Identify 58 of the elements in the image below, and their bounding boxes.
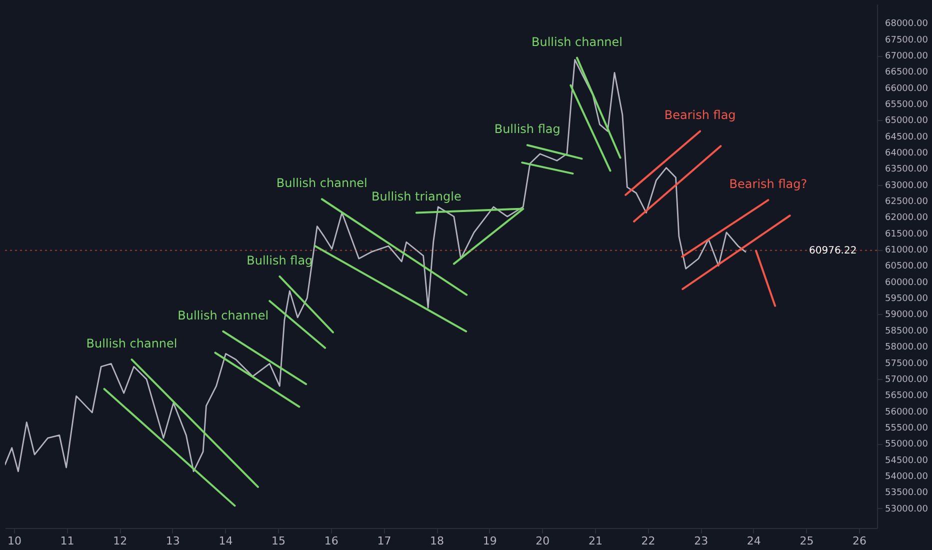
y-tick-label: 56500.00 — [885, 391, 928, 402]
x-tick-label: 15 — [272, 534, 286, 548]
x-tick-label: 21 — [588, 534, 602, 548]
y-tick-label: 58500.00 — [885, 326, 928, 336]
x-tick-label: 26 — [852, 534, 867, 548]
x-tick-label: 17 — [377, 534, 392, 548]
x-tick-label: 19 — [482, 534, 497, 548]
y-tick-label: 56000.00 — [885, 407, 928, 418]
y-tick-label: 60000.00 — [885, 278, 928, 288]
annotation: Bullish triangle — [372, 190, 462, 204]
x-tick-label: 13 — [166, 534, 180, 548]
y-tick-label: 67000.00 — [885, 52, 928, 62]
x-tick-label: 18 — [430, 534, 444, 548]
annotation: Bearish flag — [664, 108, 736, 122]
x-tick-label: 20 — [536, 534, 550, 548]
y-tick-label: 64500.00 — [885, 132, 928, 142]
y-tick-label: 54000.00 — [885, 472, 928, 482]
x-tick-label: 10 — [7, 534, 22, 548]
x-tick-label: 23 — [694, 534, 708, 548]
annotation: Bullish channel — [532, 34, 622, 49]
y-tick-label: 68000.00 — [885, 19, 928, 30]
y-tick-label: 65000.00 — [885, 116, 928, 126]
y-tick-label: 57500.00 — [885, 358, 928, 369]
y-tick-label: 66000.00 — [885, 84, 928, 94]
x-tick-label: 22 — [641, 534, 656, 548]
y-tick-label: 55500.00 — [885, 423, 928, 434]
y-tick-label: 59000.00 — [885, 310, 928, 320]
y-tick-label: 65500.00 — [885, 100, 928, 110]
x-tick-label: 25 — [800, 534, 814, 548]
y-tick-label: 62500.00 — [885, 197, 928, 208]
annotation: Bearish flag? — [729, 177, 808, 192]
y-tick-label: 59500.00 — [885, 294, 928, 304]
y-tick-label: 62000.00 — [885, 213, 928, 224]
x-tick-label: 24 — [746, 534, 761, 548]
y-tick-label: 58000.00 — [885, 342, 928, 353]
x-tick-label: 16 — [324, 534, 338, 548]
annotation: Bullish channel — [178, 308, 269, 322]
y-tick-label: 53500.00 — [885, 488, 928, 498]
y-tick-label: 64000.00 — [885, 148, 928, 159]
annotation: Bullish channel — [86, 336, 178, 351]
y-tick-label: 55000.00 — [885, 440, 928, 450]
y-tick-label: 67500.00 — [885, 35, 928, 46]
y-tick-label: 61500.00 — [885, 229, 928, 240]
x-tick-label: 14 — [218, 534, 233, 548]
y-tick-label: 61000.00 — [885, 246, 928, 256]
annotation: Bullish channel — [276, 176, 368, 190]
annotation: Bullish flag — [494, 122, 560, 136]
y-tick-label: 54500.00 — [885, 456, 928, 466]
y-tick-label: 53000.00 — [885, 504, 928, 514]
annotation: Bullish flag — [246, 253, 313, 268]
x-tick-label: 12 — [113, 534, 128, 548]
y-tick-label: 63000.00 — [885, 180, 928, 191]
y-tick-label: 66500.00 — [885, 68, 928, 78]
x-tick-label: 11 — [60, 534, 74, 548]
y-tick-label: 57000.00 — [885, 374, 928, 385]
y-tick-label: 63500.00 — [885, 164, 928, 175]
ref-line-label: 60976.22 — [809, 245, 857, 256]
y-tick-label: 60500.00 — [885, 262, 928, 272]
